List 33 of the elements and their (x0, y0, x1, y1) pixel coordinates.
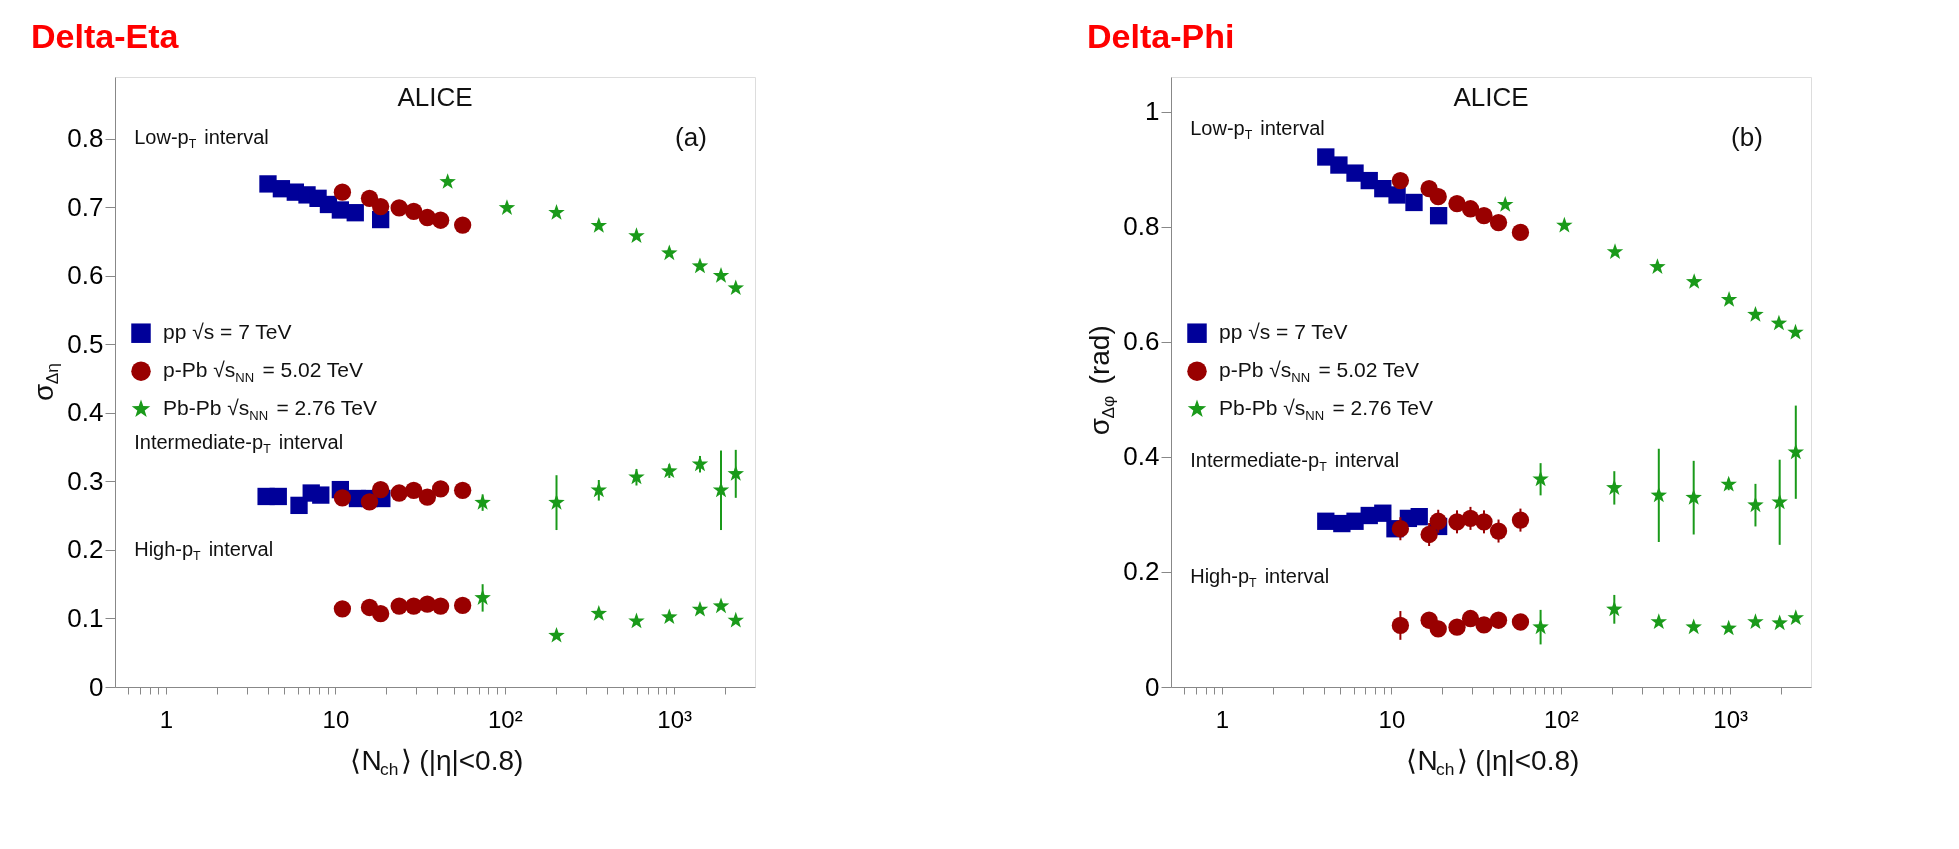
y-tick-label: 0.8 (67, 123, 104, 154)
y-tick-label: 0.2 (67, 534, 104, 565)
annotation: ALICE (397, 82, 473, 113)
y-tick-label: 0.6 (67, 260, 104, 291)
y-tick-label: 0.3 (67, 465, 104, 496)
y-tick-label: 0.2 (1123, 556, 1160, 587)
y-tick-label: 0 (1145, 671, 1160, 702)
y-tick-label: 0 (89, 671, 104, 702)
legend-label: pp √s = 7 TeV (1219, 320, 1348, 344)
y-axis-title: σΔφ (rad) (1084, 325, 1119, 436)
y-tick-label: 0.7 (67, 191, 104, 222)
y-tick-label: 0.8 (1123, 211, 1160, 242)
x-tick-label: 10 (322, 705, 350, 733)
y-tick-label: 0.4 (67, 397, 104, 428)
y-tick-label: 0.5 (67, 328, 104, 359)
annotation: (b) (1731, 122, 1763, 152)
y-tick-label: 1 (1145, 96, 1160, 127)
y-axis-title: σΔη (28, 363, 63, 402)
y-tick-label: 0.4 (1123, 441, 1160, 472)
x-tick-label: 10² (1543, 705, 1579, 733)
x-tick-label: 1 (159, 705, 174, 733)
chart-title: Delta-Eta (31, 17, 180, 55)
x-tick-label: 10 (1378, 705, 1406, 733)
x-tick-label: 10² (487, 705, 523, 733)
legend-label: pp √s = 7 TeV (163, 320, 292, 344)
x-tick-label: 1 (1215, 705, 1230, 733)
x-tick-label: 10³ (1713, 705, 1749, 733)
chart-title: Delta-Phi (1087, 17, 1235, 55)
annotation: (a) (675, 122, 707, 152)
x-tick-label: 10³ (657, 705, 693, 733)
y-tick-label: 0.6 (1123, 326, 1160, 357)
annotation: ALICE (1453, 82, 1529, 113)
y-tick-label: 0.1 (67, 602, 104, 633)
